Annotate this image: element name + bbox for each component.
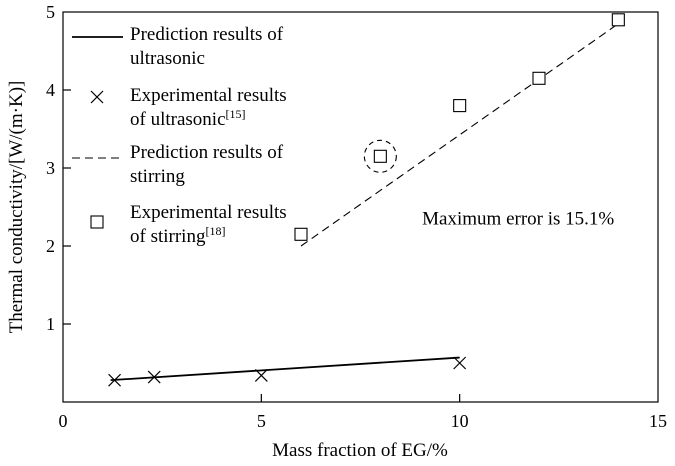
data-point-exp_ultra — [254, 369, 268, 382]
x-tick-label: 10 — [451, 411, 469, 431]
data-point-exp_stir — [532, 71, 546, 85]
legend-citation: [15] — [226, 107, 246, 121]
legend-label-line: Prediction results of — [130, 24, 284, 45]
y-tick-label: 2 — [46, 236, 55, 256]
legend-label-line: stirring — [130, 166, 185, 187]
legend-label-line: of stirring[18] — [130, 224, 225, 247]
x-marker-stroke — [453, 356, 467, 370]
data-point-exp_stir — [611, 13, 625, 27]
x-axis: 0 5 10 15 — [59, 394, 667, 431]
plot-frame — [62, 11, 659, 403]
y-tick-label: 5 — [46, 2, 55, 22]
data-point-exp_stir — [453, 99, 467, 113]
y-tick-label: 4 — [46, 80, 55, 100]
legend-label-line: Experimental results — [130, 202, 287, 223]
x-marker-stroke — [90, 90, 104, 104]
data-point-exp_ultra — [147, 370, 161, 384]
x-tick-label: 0 — [59, 411, 68, 431]
y-axis-title: Thermal conductivity/[W/(m·K)] — [6, 81, 27, 334]
legend-citation: [18] — [205, 224, 225, 238]
legend-symbol-square-marker — [90, 215, 104, 229]
x-tick-label: 15 — [649, 411, 667, 431]
data-point-exp_ultra — [108, 373, 121, 387]
legend-symbol-x-marker — [90, 90, 104, 104]
data-point-exp_ultra — [453, 356, 467, 370]
legend-label-line: Experimental results — [130, 85, 287, 106]
x-marker-stroke — [254, 369, 268, 382]
series-line-pred_ultra — [110, 356, 460, 382]
data-point-exp_stir — [294, 227, 308, 241]
data-point-exp_stir — [373, 149, 387, 163]
series-layer — [108, 13, 625, 387]
legend-label-line: of ultrasonic[15] — [130, 107, 246, 130]
x-axis-title: Mass fraction of EG/% — [272, 440, 448, 461]
y-axis: 1 2 3 4 5 — [46, 2, 71, 334]
y-tick-label: 1 — [46, 314, 55, 334]
max-error-annotation: Maximum error is 15.1% — [422, 209, 614, 230]
legend: Prediction results of ultrasonic Experimen… — [72, 24, 287, 247]
legend-label-line: Prediction results of — [130, 142, 284, 163]
x-marker-stroke — [147, 370, 161, 384]
x-tick-label: 5 — [257, 411, 266, 431]
y-tick-label: 3 — [46, 158, 55, 178]
legend-label-line: ultrasonic — [130, 48, 205, 69]
highlight-circle — [363, 139, 397, 173]
x-marker-stroke — [108, 373, 121, 387]
